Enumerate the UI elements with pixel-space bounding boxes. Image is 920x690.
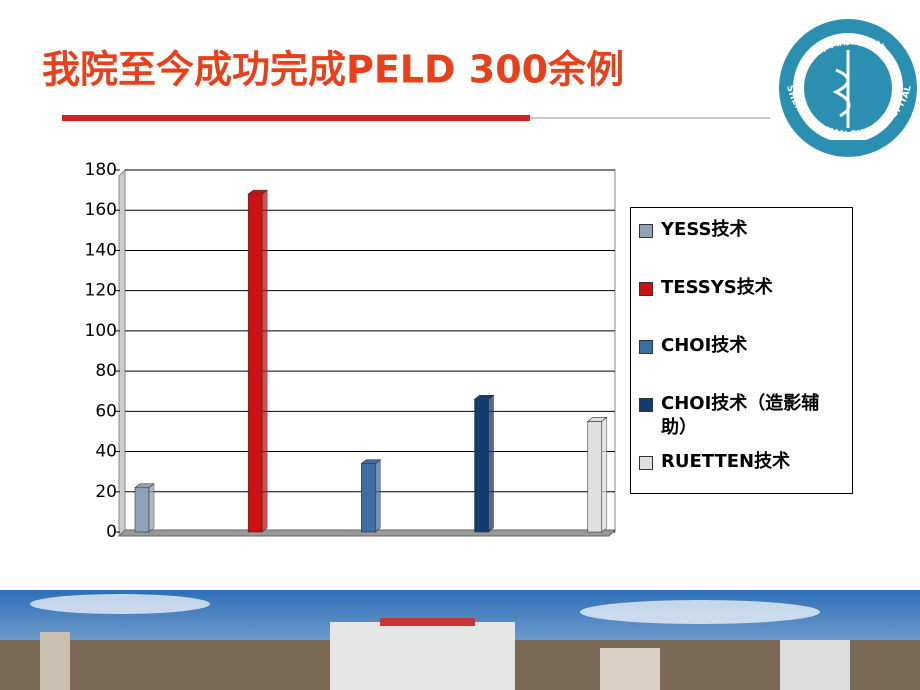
bar-side [601, 416, 608, 533]
y-tick-label: 60 [95, 401, 117, 421]
legend-swatch [639, 224, 653, 238]
y-tick-label: 100 [85, 321, 117, 341]
legend-swatch [639, 398, 653, 412]
bar [474, 398, 489, 533]
building [780, 640, 850, 690]
bar-side [148, 483, 155, 533]
legend-label: TESSYS技术 [661, 277, 773, 298]
bar [134, 487, 150, 533]
plot-wall [118, 168, 126, 537]
legend-label: CHOI技术（造影辅助） [661, 393, 820, 438]
cloud [580, 600, 820, 624]
legend-label: CHOI技术 [661, 335, 748, 356]
y-tick-label: 180 [85, 160, 117, 180]
bar-side [488, 394, 494, 533]
cloud [30, 594, 210, 614]
legend-item: TESSYS技术 [637, 276, 846, 328]
title-rule [62, 115, 530, 121]
legend-swatch [639, 340, 653, 354]
hospital-sign [380, 618, 475, 626]
y-tick-label: 120 [85, 281, 117, 301]
legend-label: YESS技术 [661, 219, 748, 240]
bar [587, 421, 603, 533]
y-tick-label: 0 [106, 522, 117, 542]
legend-item: CHOI技术 [637, 334, 846, 386]
building [40, 632, 70, 690]
legend-item: YESS技术 [637, 218, 846, 270]
bar [247, 193, 263, 533]
legend-item: RUETTEN技术 [637, 450, 846, 502]
y-tick-label: 80 [95, 361, 117, 381]
legend-swatch [639, 456, 653, 470]
legend-item: CHOI技术（造影辅助） [637, 392, 846, 444]
hospital-building [330, 622, 515, 690]
bar-side [261, 189, 268, 533]
slide-title: 我院至今成功完成PELD 300余例 [42, 48, 624, 92]
bar-side [375, 458, 381, 533]
legend: YESS技术 TESSYS技术 CHOI技术 CHOI技术（造影辅助） RUETTEN技… [630, 207, 853, 494]
logo-emblem [832, 50, 851, 128]
legend-swatch [639, 282, 653, 296]
logo-ribbon [820, 140, 876, 156]
y-tick-label: 160 [85, 200, 117, 220]
plot-floor [117, 529, 617, 537]
building [600, 648, 660, 690]
y-tick-label: 140 [85, 240, 117, 260]
legend-label: RUETTEN技术 [661, 451, 791, 472]
y-tick-label: 40 [95, 442, 117, 462]
bar [361, 463, 376, 533]
y-tick-label: 20 [95, 482, 117, 502]
